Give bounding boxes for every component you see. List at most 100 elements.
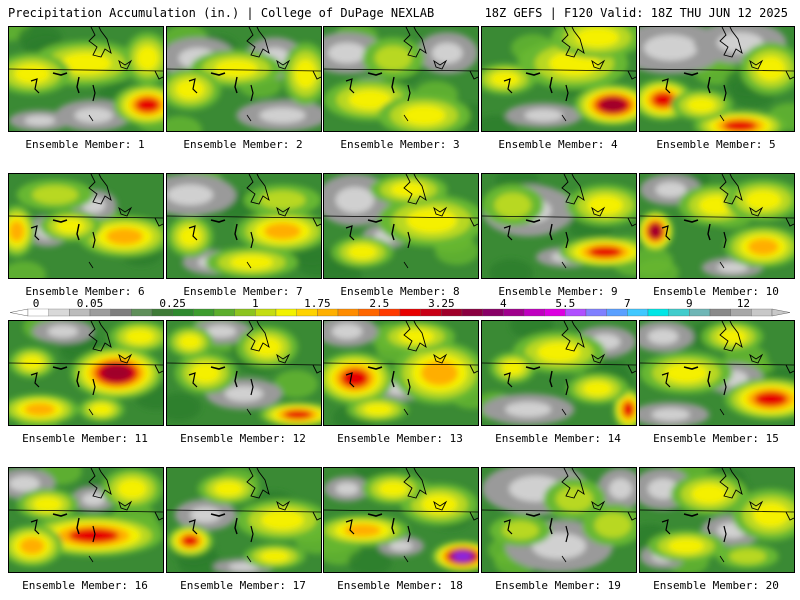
ensemble-member-label: Ensemble Member: 11 [22, 432, 148, 445]
scale-swatch [606, 308, 628, 317]
precip-contour [649, 224, 662, 239]
precip-contour [101, 364, 133, 382]
geography-outlines [9, 468, 163, 563]
precip-contour [179, 226, 201, 247]
precip-contour [756, 56, 786, 81]
precip-contour [68, 528, 119, 544]
precip-contour [181, 535, 199, 547]
ensemble-panel-5 [639, 26, 795, 132]
ensemble-member-label: Ensemble Member: 17 [180, 579, 306, 592]
scale-swatch [399, 308, 421, 317]
ensemble-member-label: Ensemble Member: 1 [25, 138, 145, 151]
scale-swatch [565, 308, 587, 317]
scale-swatch [709, 308, 731, 317]
precip-contour [421, 360, 458, 386]
ensemble-panel-20 [639, 467, 795, 573]
scale-tick-label: 3.25 [428, 297, 455, 310]
precip-map [324, 321, 478, 425]
ensemble-member-label: Ensemble Member: 2 [183, 138, 303, 151]
precip-contour [56, 218, 85, 234]
geography-outlines [640, 27, 794, 122]
precip-contour [745, 190, 782, 210]
precip-contour [691, 484, 728, 504]
scale-swatch [482, 308, 504, 317]
scale-tick-label: 1 [252, 297, 259, 310]
precip-map [9, 321, 163, 425]
precip-contour [575, 27, 620, 48]
ensemble-member-label: Ensemble Member: 15 [653, 432, 779, 445]
precip-contour [754, 391, 788, 407]
precip-contour [406, 208, 457, 233]
precip-contour [378, 481, 408, 497]
scale-swatch [627, 308, 649, 317]
scale-swatch [585, 308, 607, 317]
scale-tick-label: 7 [624, 297, 631, 310]
geography-outlines [9, 321, 163, 416]
scale-tick-label: 5.5 [555, 297, 576, 310]
geography-outlines [324, 468, 478, 563]
precip-contour [502, 360, 524, 376]
precip-map [167, 468, 321, 572]
precip-contour [687, 97, 716, 113]
scale-swatch [358, 308, 380, 317]
precip-contour [259, 190, 306, 210]
precip-contour [723, 120, 757, 131]
precip-contour [402, 105, 446, 126]
precip-contour [252, 337, 282, 357]
geography-outlines [167, 321, 321, 416]
precip-contour [664, 363, 708, 383]
ensemble-member-label: Ensemble Member: 13 [337, 432, 463, 445]
precip-contour [260, 550, 290, 563]
precip-contour [264, 222, 301, 240]
precip-map [324, 27, 478, 131]
ensemble-panel-19 [481, 467, 637, 573]
scale-swatch [48, 308, 70, 317]
ensemble-panel-7 [166, 173, 322, 279]
ensemble-panel-16 [8, 467, 164, 573]
precip-contour [175, 79, 205, 100]
precip-contour [490, 71, 520, 87]
scale-swatch [647, 308, 669, 317]
precip-contour [214, 59, 258, 78]
precip-contour [583, 381, 612, 396]
geography-outlines [482, 321, 636, 416]
precip-contour [747, 238, 779, 256]
precip-map [167, 321, 321, 425]
scale-tick-label: 12 [736, 297, 750, 310]
precip-map [167, 27, 321, 131]
precip-contour [32, 185, 79, 205]
geography-outlines [167, 174, 321, 269]
scale-swatch [151, 308, 173, 317]
precip-map [9, 174, 163, 278]
scale-swatch [420, 308, 442, 317]
geography-outlines [167, 27, 321, 122]
scale-tick-label: 0.05 [76, 297, 104, 310]
scale-swatch [172, 308, 194, 317]
precip-map [324, 468, 478, 572]
color-scale-bar [9, 308, 791, 317]
geography-outlines [482, 468, 636, 563]
ensemble-member-label: Ensemble Member: 16 [22, 579, 148, 592]
ensemble-panel-10 [639, 173, 795, 279]
precip-contour [390, 182, 427, 197]
scale-swatch [69, 308, 91, 317]
ensemble-panel-2 [166, 26, 322, 132]
scale-swatch [234, 308, 256, 317]
scale-left-arrow [9, 308, 29, 317]
precip-contour [60, 52, 112, 75]
geography-outlines [324, 321, 478, 416]
scale-swatch [89, 308, 111, 317]
precip-map [9, 27, 163, 131]
precip-contour [214, 481, 243, 497]
ensemble-panel-17 [166, 467, 322, 573]
precip-contour [752, 502, 789, 527]
precip-contour [9, 220, 25, 242]
ensemble-member-label: Ensemble Member: 14 [495, 432, 621, 445]
scale-tick-label: 2.5 [369, 297, 390, 310]
precip-map [9, 468, 163, 572]
precip-contour [421, 494, 458, 515]
precip-map [482, 27, 636, 131]
precip-contour [125, 329, 155, 344]
precip-contour [398, 329, 435, 344]
precip-contour [502, 521, 539, 540]
